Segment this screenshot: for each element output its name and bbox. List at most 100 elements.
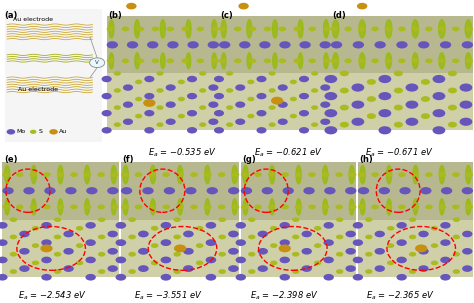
Circle shape — [234, 58, 241, 63]
Circle shape — [165, 84, 176, 91]
Circle shape — [43, 172, 51, 177]
Circle shape — [97, 205, 105, 209]
Circle shape — [98, 235, 105, 239]
Circle shape — [187, 41, 199, 48]
Circle shape — [156, 88, 164, 93]
Ellipse shape — [273, 53, 277, 69]
Circle shape — [292, 252, 300, 257]
Ellipse shape — [123, 165, 128, 184]
Circle shape — [135, 114, 142, 118]
Circle shape — [314, 261, 321, 265]
Circle shape — [236, 257, 246, 263]
Circle shape — [98, 269, 105, 274]
Circle shape — [336, 252, 343, 257]
Circle shape — [214, 110, 224, 116]
Circle shape — [199, 88, 206, 93]
Circle shape — [462, 41, 473, 48]
Circle shape — [122, 26, 129, 31]
Circle shape — [9, 235, 17, 239]
Ellipse shape — [386, 165, 392, 184]
Circle shape — [123, 118, 133, 125]
Circle shape — [301, 231, 312, 237]
Circle shape — [116, 222, 126, 229]
Ellipse shape — [212, 20, 217, 38]
Circle shape — [218, 172, 226, 177]
Circle shape — [374, 265, 385, 272]
Text: $E_a$ = −2.543 eV: $E_a$ = −2.543 eV — [18, 289, 86, 302]
Circle shape — [271, 97, 283, 105]
Circle shape — [323, 58, 331, 63]
Circle shape — [411, 26, 419, 31]
Circle shape — [254, 172, 262, 177]
Ellipse shape — [324, 20, 328, 38]
Circle shape — [396, 274, 407, 281]
Circle shape — [108, 248, 118, 255]
Circle shape — [19, 248, 30, 255]
Circle shape — [185, 187, 197, 194]
Circle shape — [64, 248, 74, 255]
Circle shape — [269, 105, 276, 110]
Circle shape — [84, 205, 91, 209]
Circle shape — [41, 274, 52, 281]
Circle shape — [147, 41, 158, 48]
Circle shape — [320, 102, 330, 108]
FancyBboxPatch shape — [2, 220, 118, 277]
Circle shape — [9, 217, 17, 222]
Circle shape — [278, 118, 288, 125]
Text: $E_a$ = −0.535 eV: $E_a$ = −0.535 eV — [148, 147, 217, 159]
Text: Au: Au — [59, 129, 67, 134]
Circle shape — [239, 41, 250, 48]
Circle shape — [459, 101, 472, 109]
Circle shape — [420, 187, 431, 194]
Circle shape — [346, 265, 356, 272]
Circle shape — [269, 88, 276, 93]
Text: (g): (g) — [242, 155, 256, 164]
Circle shape — [279, 41, 291, 48]
Circle shape — [114, 105, 121, 110]
Circle shape — [178, 97, 185, 101]
Circle shape — [409, 235, 416, 239]
Circle shape — [121, 205, 128, 209]
Circle shape — [219, 217, 226, 222]
Circle shape — [396, 222, 407, 229]
Circle shape — [161, 222, 171, 229]
Circle shape — [40, 245, 53, 252]
Circle shape — [462, 265, 473, 272]
Circle shape — [300, 41, 311, 48]
Text: $E_a$ = −0.621 eV: $E_a$ = −0.621 eV — [254, 147, 322, 159]
FancyBboxPatch shape — [107, 73, 219, 130]
Circle shape — [228, 187, 239, 194]
Circle shape — [166, 26, 174, 31]
Circle shape — [367, 96, 376, 102]
Circle shape — [292, 269, 300, 274]
Circle shape — [419, 265, 428, 272]
Circle shape — [76, 226, 83, 231]
Ellipse shape — [109, 53, 114, 69]
Circle shape — [440, 41, 451, 48]
Circle shape — [432, 75, 445, 83]
Circle shape — [358, 205, 365, 209]
Ellipse shape — [212, 53, 217, 69]
Circle shape — [290, 80, 297, 84]
Circle shape — [226, 122, 233, 127]
Circle shape — [236, 239, 246, 246]
Circle shape — [324, 92, 337, 100]
Circle shape — [206, 257, 216, 263]
Circle shape — [123, 102, 133, 108]
Circle shape — [16, 172, 24, 177]
Circle shape — [135, 172, 142, 177]
Circle shape — [299, 127, 309, 134]
Circle shape — [187, 127, 197, 134]
Circle shape — [358, 26, 365, 31]
Ellipse shape — [232, 165, 237, 184]
Circle shape — [398, 26, 406, 31]
Circle shape — [295, 172, 302, 177]
Circle shape — [264, 58, 271, 63]
Circle shape — [440, 222, 451, 229]
Ellipse shape — [386, 53, 392, 69]
Circle shape — [357, 3, 367, 9]
Circle shape — [121, 172, 128, 177]
Circle shape — [365, 269, 373, 274]
Circle shape — [44, 187, 55, 194]
Circle shape — [54, 269, 61, 274]
